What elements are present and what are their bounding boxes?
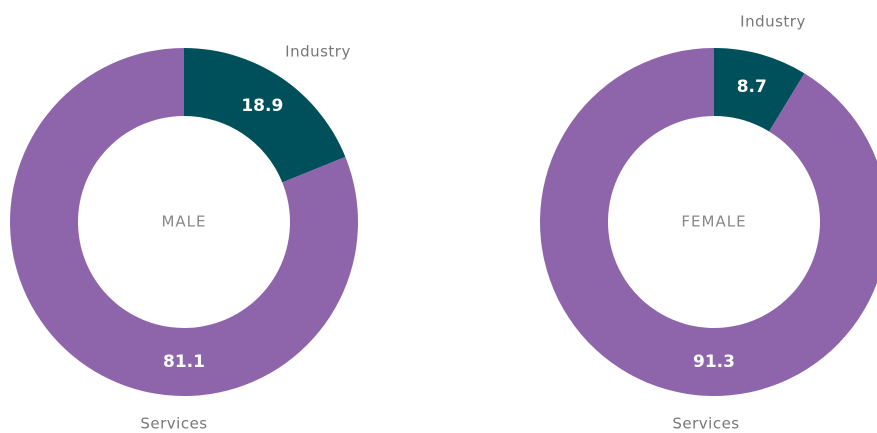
donut-segment (184, 48, 346, 183)
value-label: 8.7 (737, 77, 767, 97)
category-label: Industry (285, 43, 351, 61)
value-label: 81.1 (163, 352, 205, 372)
donut-segment (9, 48, 358, 396)
center-label: MALE (161, 213, 206, 231)
donut-segment (714, 48, 805, 132)
category-label: Services (672, 415, 739, 433)
value-label: 18.9 (241, 96, 283, 116)
value-label: 91.3 (693, 352, 735, 372)
category-label: Services (140, 415, 207, 433)
donut-segment (540, 48, 877, 396)
center-label: FEMALE (681, 213, 746, 231)
category-label: Industry (740, 13, 806, 31)
